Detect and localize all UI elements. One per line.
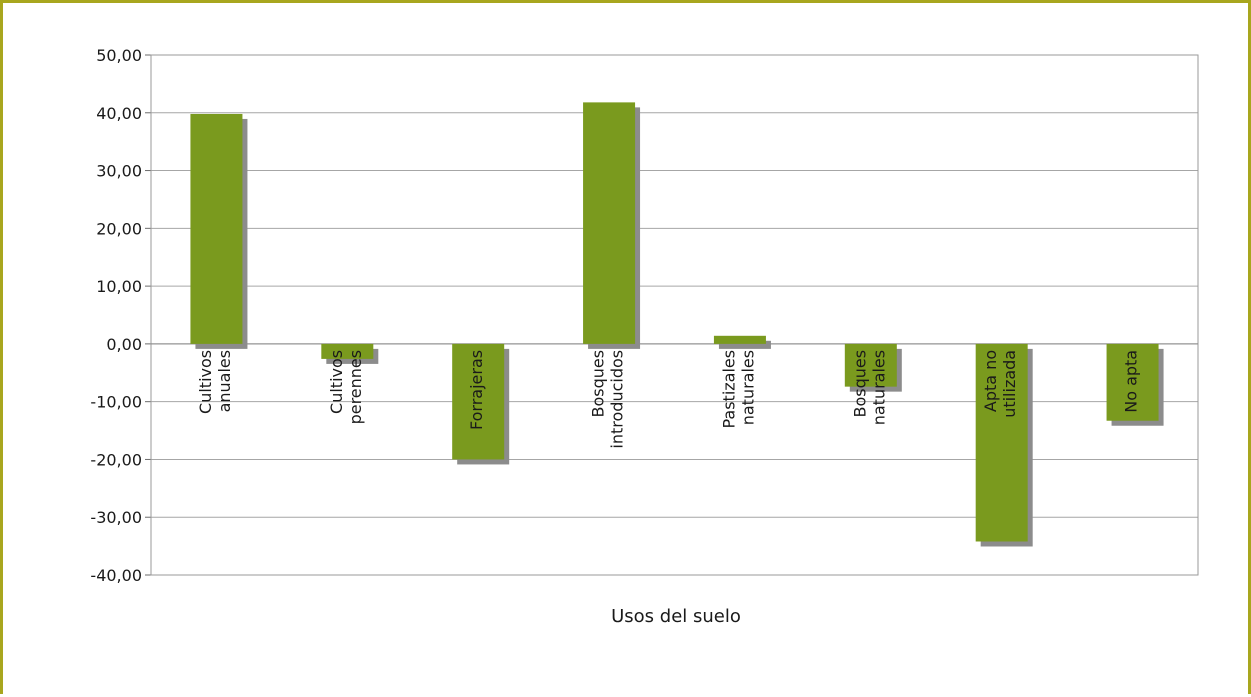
category-label: Apta no utilizada <box>981 350 1019 418</box>
category-label-line: Pastizales <box>719 350 738 429</box>
y-tick-label: 20,00 <box>96 219 142 238</box>
category-label: Pastizales naturales <box>719 350 757 429</box>
bar <box>190 113 243 344</box>
y-tick-label: -20,00 <box>90 450 142 469</box>
y-tick-labels: 50,00 40,00 30,00 20,00 10,00 0,00 -10,00 -20,0… <box>90 46 142 585</box>
y-tick-label: 40,00 <box>96 104 142 123</box>
plot-area-border <box>150 54 1199 576</box>
bar-shadow <box>718 340 771 349</box>
category-label: Cultivos perennes <box>327 350 365 425</box>
bar-chart: 50,00 40,00 30,00 20,00 10,00 0,00 -10,00 -20,0… <box>90 46 1199 627</box>
bar <box>975 343 1028 542</box>
category-labels: Cultivos anuales Cultivos perennes Forrajera… <box>196 350 1141 449</box>
category-label-line: Cultivos <box>196 350 215 414</box>
axes <box>145 54 1199 576</box>
category-label-line: No apta <box>1122 350 1141 413</box>
x-axis-title: Usos del suelo <box>611 606 741 627</box>
y-tick-label: -30,00 <box>90 508 142 527</box>
category-label-line: Apta no <box>981 350 1000 412</box>
category-label-line: anuales <box>215 350 234 413</box>
category-label: Bosques naturales <box>850 350 888 425</box>
y-tick-label: 50,00 <box>96 46 142 65</box>
bar <box>713 335 766 344</box>
bars <box>190 102 1164 547</box>
category-label-line: Bosques <box>850 350 869 418</box>
category-label-line: Bosques <box>589 350 608 418</box>
y-tick-label: 30,00 <box>96 162 142 181</box>
bar <box>844 343 897 387</box>
bar <box>452 343 505 460</box>
y-tick-label: -10,00 <box>90 393 142 412</box>
bar <box>321 343 374 359</box>
category-label-line: perennes <box>346 350 365 425</box>
category-label-line: utilizada <box>1000 350 1019 418</box>
y-tick-label: 10,00 <box>96 277 142 296</box>
category-label-line: naturales <box>738 350 757 425</box>
category-label-line: introducidos <box>608 350 627 449</box>
category-label: Bosques introducidos <box>589 350 627 449</box>
bar <box>583 102 636 344</box>
y-tick-label: -40,00 <box>90 566 142 585</box>
gridlines <box>151 112 1198 518</box>
category-label-line: Forrajeras <box>467 350 486 430</box>
category-label-line: naturales <box>869 350 888 425</box>
category-label: Forrajeras <box>467 350 486 430</box>
y-tick-label: 0,00 <box>106 335 142 354</box>
bar <box>1106 343 1159 421</box>
category-label: Cultivos anuales <box>196 350 234 414</box>
category-label: No apta <box>1122 350 1141 413</box>
category-label-line: Cultivos <box>327 350 346 414</box>
